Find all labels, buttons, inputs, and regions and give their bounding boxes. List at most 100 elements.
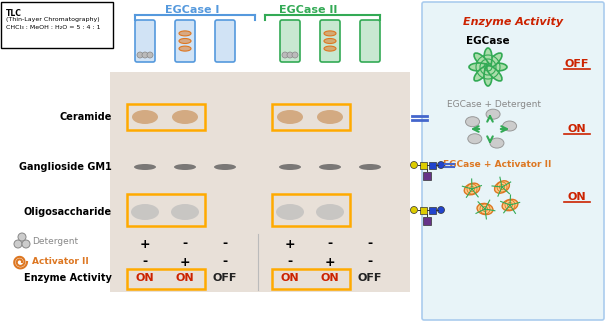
Ellipse shape bbox=[484, 48, 492, 68]
Ellipse shape bbox=[474, 66, 489, 81]
Ellipse shape bbox=[469, 63, 489, 71]
Bar bbox=[272, 104, 350, 130]
Text: -: - bbox=[182, 238, 188, 251]
Circle shape bbox=[410, 162, 418, 168]
Circle shape bbox=[287, 52, 293, 58]
Ellipse shape bbox=[464, 183, 480, 195]
Text: TLC: TLC bbox=[6, 9, 22, 18]
FancyBboxPatch shape bbox=[280, 20, 300, 62]
Text: (Thin-Layer Chromatography): (Thin-Layer Chromatography) bbox=[6, 17, 99, 22]
Text: OFF: OFF bbox=[213, 273, 237, 283]
Text: Ceramide: Ceramide bbox=[59, 112, 112, 122]
FancyBboxPatch shape bbox=[215, 20, 235, 62]
Ellipse shape bbox=[277, 110, 303, 124]
Circle shape bbox=[438, 206, 444, 213]
Circle shape bbox=[292, 52, 298, 58]
Circle shape bbox=[22, 240, 30, 248]
Text: OFF: OFF bbox=[358, 273, 382, 283]
Text: -: - bbox=[222, 255, 228, 269]
Ellipse shape bbox=[324, 31, 336, 36]
Text: +: + bbox=[285, 238, 295, 251]
Text: OFF: OFF bbox=[565, 59, 589, 69]
Text: ON: ON bbox=[281, 273, 299, 283]
Text: EGCase: EGCase bbox=[466, 36, 510, 46]
Text: EGCase II: EGCase II bbox=[279, 5, 337, 15]
Ellipse shape bbox=[487, 53, 502, 68]
Circle shape bbox=[18, 233, 26, 241]
Ellipse shape bbox=[134, 164, 156, 170]
Text: ON: ON bbox=[568, 192, 587, 202]
Text: Enzyme Activity: Enzyme Activity bbox=[463, 17, 563, 27]
Ellipse shape bbox=[502, 199, 518, 211]
Circle shape bbox=[147, 52, 153, 58]
Text: ON: ON bbox=[176, 273, 195, 283]
Ellipse shape bbox=[319, 164, 341, 170]
Ellipse shape bbox=[214, 164, 236, 170]
Ellipse shape bbox=[487, 63, 507, 71]
Ellipse shape bbox=[486, 109, 500, 119]
Ellipse shape bbox=[494, 181, 510, 193]
Ellipse shape bbox=[171, 204, 199, 220]
Text: -: - bbox=[367, 255, 373, 269]
Text: -: - bbox=[142, 255, 148, 269]
Text: -: - bbox=[367, 238, 373, 251]
Text: Detergent: Detergent bbox=[32, 238, 78, 247]
Text: EGCase + Detergent: EGCase + Detergent bbox=[447, 100, 541, 109]
Ellipse shape bbox=[474, 53, 489, 68]
Text: CHCl₃ : MeOH : H₂O = 5 : 4 : 1: CHCl₃ : MeOH : H₂O = 5 : 4 : 1 bbox=[6, 25, 101, 30]
Ellipse shape bbox=[359, 164, 381, 170]
Ellipse shape bbox=[324, 46, 336, 51]
Ellipse shape bbox=[465, 117, 479, 127]
Text: +: + bbox=[325, 255, 335, 269]
FancyBboxPatch shape bbox=[175, 20, 195, 62]
Text: Ganglioside GM1: Ganglioside GM1 bbox=[19, 162, 112, 172]
Ellipse shape bbox=[477, 204, 493, 214]
Ellipse shape bbox=[484, 66, 492, 86]
Ellipse shape bbox=[132, 110, 158, 124]
FancyBboxPatch shape bbox=[422, 2, 604, 320]
FancyBboxPatch shape bbox=[1, 2, 113, 48]
Text: -: - bbox=[327, 238, 333, 251]
Bar bbox=[110, 72, 410, 292]
Ellipse shape bbox=[317, 110, 343, 124]
Circle shape bbox=[282, 52, 288, 58]
Ellipse shape bbox=[131, 204, 159, 220]
Text: -: - bbox=[287, 255, 293, 269]
Circle shape bbox=[438, 162, 444, 168]
Text: EGCase + Activator II: EGCase + Activator II bbox=[443, 160, 551, 169]
Ellipse shape bbox=[276, 204, 304, 220]
Circle shape bbox=[142, 52, 148, 58]
FancyBboxPatch shape bbox=[360, 20, 380, 62]
Bar bbox=[428, 206, 436, 213]
Ellipse shape bbox=[179, 39, 191, 43]
Text: +: + bbox=[180, 255, 190, 269]
Ellipse shape bbox=[324, 39, 336, 43]
Bar bbox=[272, 269, 350, 289]
Ellipse shape bbox=[179, 46, 191, 51]
Text: Oligosaccharide: Oligosaccharide bbox=[24, 207, 112, 217]
Ellipse shape bbox=[174, 164, 196, 170]
FancyBboxPatch shape bbox=[320, 20, 340, 62]
Bar bbox=[272, 194, 350, 226]
Bar bbox=[428, 162, 436, 168]
Ellipse shape bbox=[502, 121, 516, 131]
Bar bbox=[127, 104, 205, 130]
Text: Activator II: Activator II bbox=[32, 258, 88, 267]
Ellipse shape bbox=[490, 138, 504, 148]
FancyBboxPatch shape bbox=[135, 20, 155, 62]
Text: -: - bbox=[222, 238, 228, 251]
Circle shape bbox=[410, 206, 418, 213]
Text: EGCase I: EGCase I bbox=[165, 5, 219, 15]
Ellipse shape bbox=[316, 204, 344, 220]
Circle shape bbox=[137, 52, 143, 58]
Bar bbox=[419, 162, 427, 168]
Text: ON: ON bbox=[321, 273, 339, 283]
Bar bbox=[419, 206, 427, 213]
Bar bbox=[127, 269, 205, 289]
Text: Enzyme Activity: Enzyme Activity bbox=[24, 273, 112, 283]
Ellipse shape bbox=[179, 31, 191, 36]
Ellipse shape bbox=[487, 66, 502, 81]
Text: ON: ON bbox=[136, 273, 155, 283]
Ellipse shape bbox=[172, 110, 198, 124]
Ellipse shape bbox=[279, 164, 301, 170]
